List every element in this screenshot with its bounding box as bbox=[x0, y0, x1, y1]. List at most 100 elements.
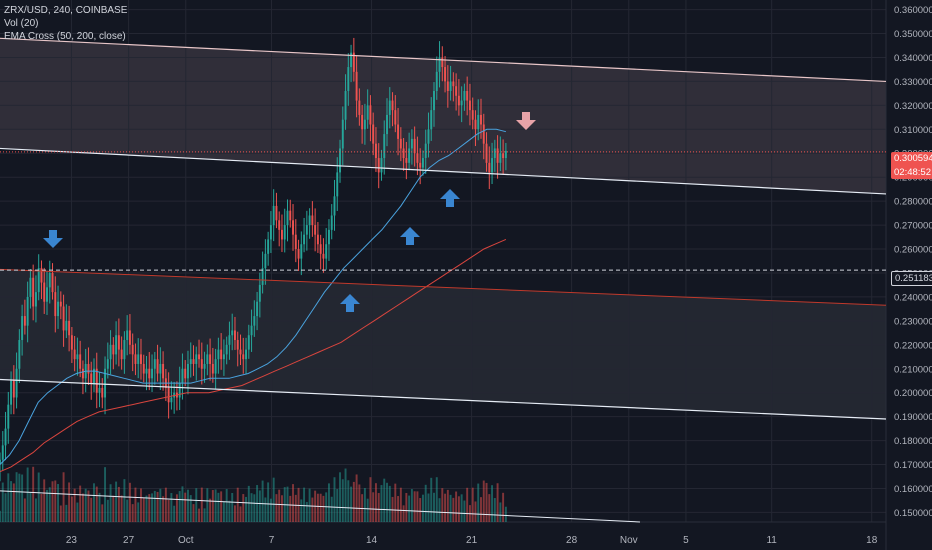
volume-bar bbox=[253, 494, 256, 522]
volume-bar bbox=[247, 485, 250, 522]
volume-bar bbox=[374, 483, 377, 522]
candle-body bbox=[308, 215, 311, 226]
volume-bar bbox=[104, 467, 107, 522]
candle-body bbox=[316, 234, 319, 245]
last-price-badge: 0.300594 02:48:52 bbox=[891, 152, 932, 179]
candle-body bbox=[275, 205, 278, 221]
candle-body bbox=[327, 229, 330, 245]
candle-body bbox=[81, 368, 84, 379]
volume-bar bbox=[131, 504, 134, 522]
x-tick-label: 5 bbox=[683, 535, 689, 546]
volume-bar bbox=[322, 495, 325, 522]
y-tick-label: 0.160000 bbox=[894, 484, 932, 495]
volume-bar bbox=[424, 484, 427, 522]
lower-channel-fill bbox=[0, 269, 886, 420]
candle-body bbox=[488, 162, 491, 173]
candle-body bbox=[394, 110, 397, 125]
candle-body bbox=[399, 138, 402, 149]
candle-body bbox=[228, 335, 231, 345]
candle-body bbox=[209, 354, 212, 364]
candle-body bbox=[416, 153, 419, 163]
volume-bar bbox=[209, 498, 212, 522]
candle-body bbox=[34, 292, 37, 307]
volume-bar bbox=[369, 477, 372, 522]
x-tick-label: Oct bbox=[178, 535, 194, 546]
candle-body bbox=[452, 81, 455, 87]
candle-body bbox=[330, 215, 333, 230]
candle-body bbox=[134, 354, 137, 364]
volume-bar bbox=[480, 497, 482, 522]
x-tick-label: 7 bbox=[269, 535, 275, 546]
x-tick-label: 23 bbox=[66, 535, 78, 546]
ema50-line bbox=[0, 128, 507, 465]
volume-bar bbox=[59, 505, 62, 522]
candle-body bbox=[95, 368, 98, 393]
x-tick-label: 27 bbox=[123, 535, 135, 546]
volume-bar bbox=[485, 482, 488, 522]
volume-bar bbox=[261, 480, 264, 522]
volume-bar bbox=[402, 505, 405, 522]
candle-body bbox=[145, 368, 148, 374]
candle-body bbox=[485, 143, 488, 163]
candle-body bbox=[280, 229, 283, 240]
x-tick-label: Nov bbox=[620, 535, 638, 546]
volume-bar bbox=[275, 494, 278, 522]
candle-body bbox=[410, 138, 413, 149]
volume-bar bbox=[463, 500, 466, 522]
candle-body bbox=[187, 363, 189, 379]
volume-bar bbox=[70, 496, 73, 522]
candle-body bbox=[79, 354, 82, 369]
legend-symbol[interactable]: ZRX/USD, 240, COINBASE bbox=[4, 5, 128, 16]
volume-bar bbox=[344, 468, 347, 522]
candle-body bbox=[350, 52, 353, 68]
candle-body bbox=[269, 225, 272, 240]
candle-body bbox=[272, 205, 275, 226]
volume-bar bbox=[148, 494, 151, 522]
candle-body bbox=[435, 71, 438, 91]
volume-bar bbox=[98, 492, 101, 522]
y-tick-label: 0.270000 bbox=[894, 221, 932, 232]
volume-bar bbox=[355, 474, 358, 522]
candle-body bbox=[128, 330, 131, 345]
volume-bar bbox=[7, 473, 10, 522]
candle-body bbox=[167, 387, 170, 403]
volume-bar bbox=[26, 467, 29, 522]
volume-bar bbox=[327, 483, 330, 522]
volume-bar bbox=[286, 486, 289, 522]
volume-bar bbox=[308, 488, 311, 522]
candle-body bbox=[1, 445, 4, 460]
volume-bar bbox=[76, 502, 79, 522]
candle-body bbox=[388, 100, 391, 115]
legend-volume[interactable]: Vol (20) bbox=[4, 18, 39, 29]
volume-bar bbox=[203, 508, 206, 522]
volume-bar bbox=[449, 494, 452, 522]
candle-body bbox=[245, 349, 247, 360]
candle-body bbox=[126, 330, 129, 341]
volume-bar bbox=[15, 472, 18, 522]
upper-support-line bbox=[0, 147, 887, 195]
volume-bar bbox=[452, 497, 455, 522]
candle-body bbox=[189, 359, 192, 364]
volume-bar bbox=[477, 483, 480, 522]
candle-body bbox=[40, 268, 43, 283]
candle-body bbox=[374, 143, 377, 159]
volume-bar bbox=[280, 495, 283, 522]
candle-body bbox=[109, 344, 112, 360]
volume-bar bbox=[397, 496, 400, 522]
volume-bar bbox=[101, 504, 104, 522]
volume-bar bbox=[151, 493, 154, 522]
candle-body bbox=[87, 363, 90, 374]
volume-bar bbox=[211, 490, 214, 522]
volume-bar bbox=[267, 482, 270, 522]
volume-bar bbox=[120, 495, 123, 522]
red-trend-line bbox=[0, 268, 887, 306]
ema200-line bbox=[0, 238, 507, 473]
candle-body bbox=[427, 129, 430, 144]
candle-body bbox=[408, 148, 411, 163]
volume-bar bbox=[228, 500, 231, 522]
candle-body bbox=[300, 244, 303, 259]
candle-body bbox=[65, 320, 68, 331]
volume-bar bbox=[339, 472, 341, 522]
legend-ema-cross[interactable]: EMA Cross (50, 200, close) bbox=[4, 31, 126, 42]
